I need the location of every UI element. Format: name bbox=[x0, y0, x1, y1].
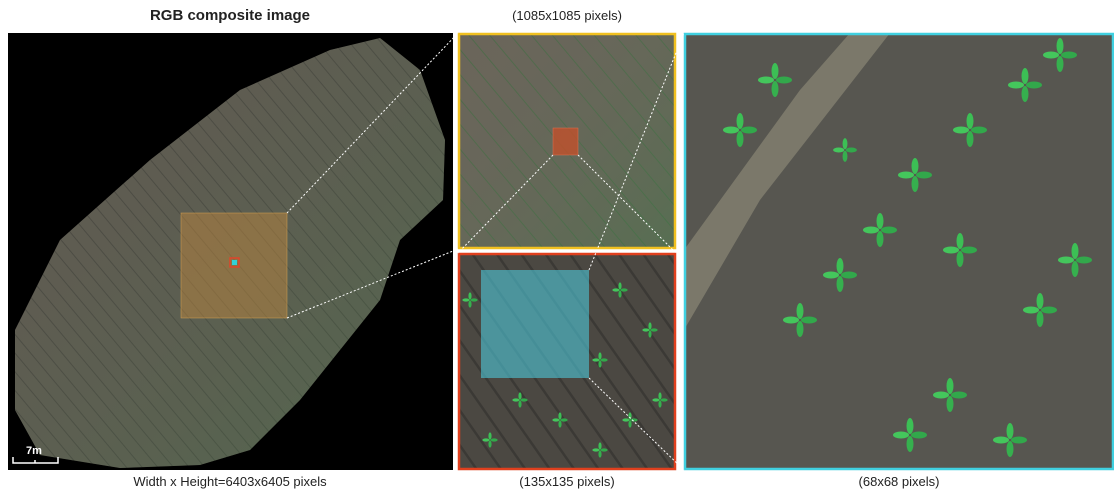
zoom-2-caption: (135x135 pixels) bbox=[519, 474, 614, 489]
zoom-3-caption: (68x68 pixels) bbox=[859, 474, 940, 489]
scale-bar-label: 7m bbox=[26, 445, 42, 457]
zoom-3-image bbox=[683, 32, 1114, 471]
zoom-2-image bbox=[457, 252, 677, 471]
main-image: 7m bbox=[8, 33, 453, 470]
main-title: RGB composite image bbox=[150, 7, 310, 24]
zoom-1-caption: (1085x1085 pixels) bbox=[512, 8, 622, 23]
scale-bar bbox=[12, 457, 59, 464]
zoom-1-image bbox=[457, 32, 677, 250]
connector-lines bbox=[286, 32, 685, 471]
main-caption: Width x Height=6403x6405 pixels bbox=[133, 474, 327, 489]
